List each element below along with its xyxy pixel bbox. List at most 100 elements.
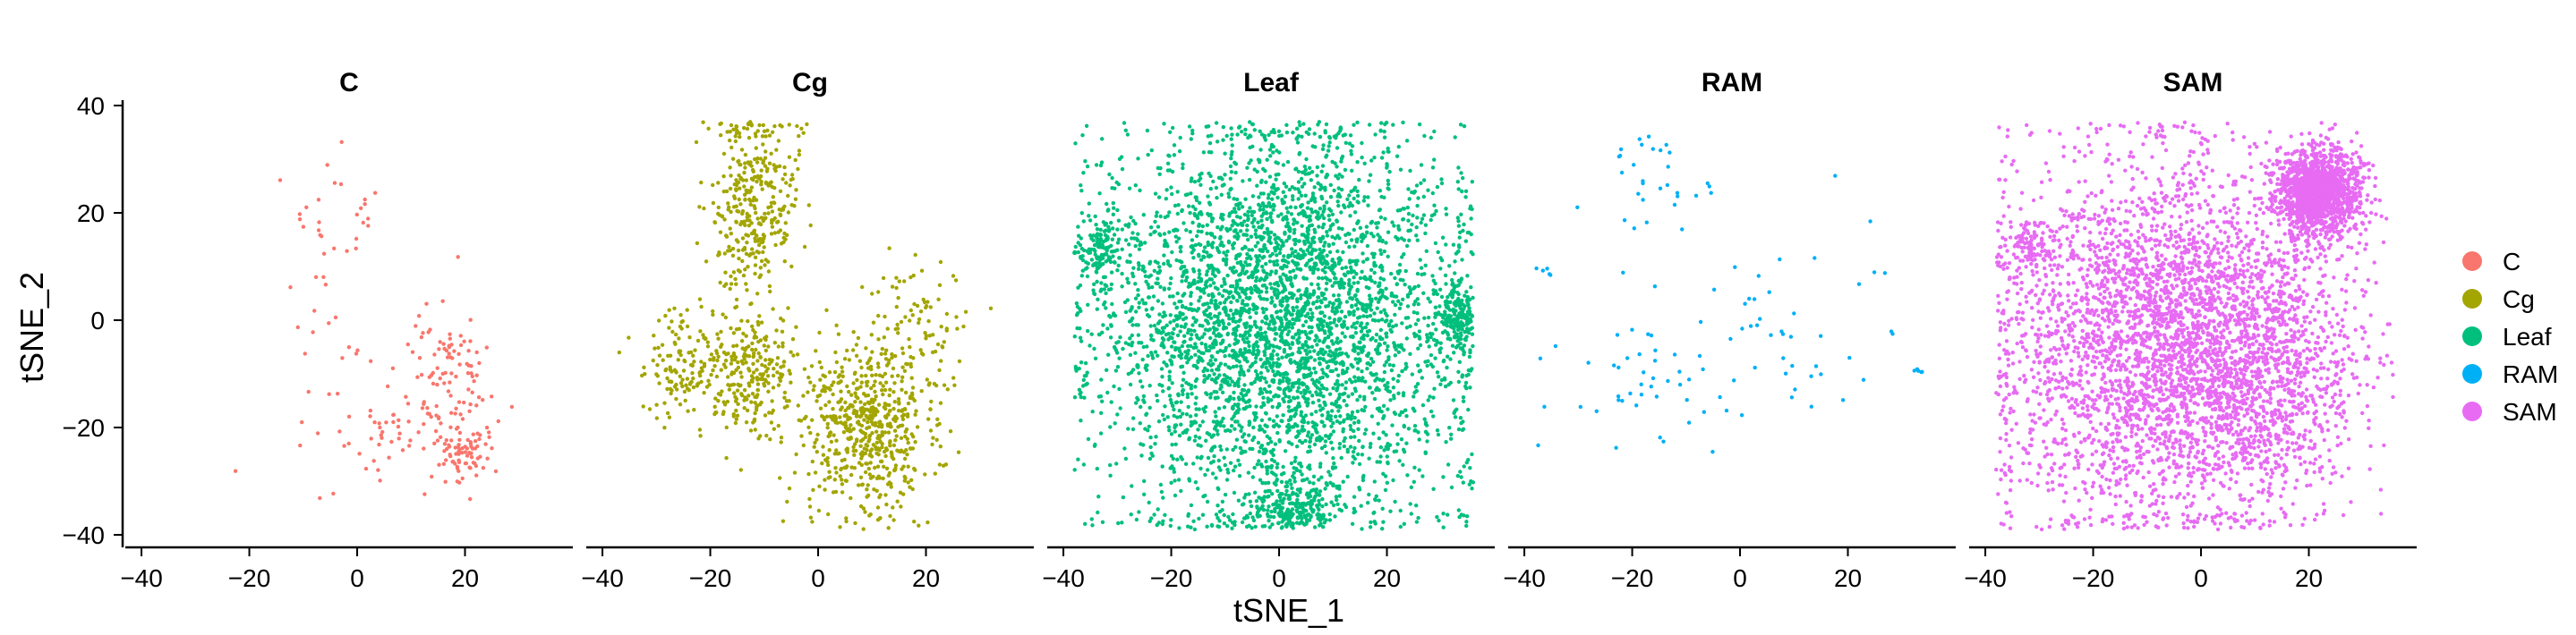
data-point — [755, 174, 760, 179]
data-point — [823, 402, 828, 408]
data-point — [1252, 418, 1258, 422]
data-point — [1341, 427, 1346, 431]
data-point — [1193, 402, 1198, 406]
data-point — [298, 443, 303, 448]
data-point — [1216, 458, 1222, 463]
data-point — [1238, 350, 1242, 354]
data-point — [923, 331, 927, 335]
data-point — [1247, 161, 1251, 165]
data-point — [1357, 438, 1361, 444]
data-point — [743, 152, 748, 157]
data-point — [1112, 344, 1117, 350]
data-point — [821, 444, 825, 449]
data-point — [1288, 205, 1293, 209]
data-point — [1382, 195, 1386, 199]
data-point — [436, 416, 441, 421]
data-point — [1190, 220, 1195, 225]
data-point — [444, 438, 448, 443]
data-point — [1081, 462, 1087, 467]
data-point — [1228, 176, 1233, 181]
data-point — [1208, 335, 1213, 341]
data-point — [856, 419, 861, 424]
data-point — [797, 418, 801, 422]
data-point — [1129, 318, 1133, 323]
data-point — [1328, 195, 1334, 199]
data-point — [1225, 428, 1231, 433]
data-point — [1254, 278, 1258, 284]
data-point — [1419, 220, 1423, 225]
data-point — [1318, 310, 1323, 316]
data-point — [849, 495, 853, 501]
data-point — [400, 448, 405, 453]
data-point — [303, 351, 307, 356]
data-point — [1463, 380, 1469, 385]
data-point — [1374, 372, 1378, 377]
data-point — [1443, 273, 1448, 278]
data-point — [1412, 334, 1418, 339]
data-point — [1372, 479, 1378, 484]
data-point — [1280, 243, 1284, 249]
data-point — [860, 405, 865, 411]
data-point — [1072, 468, 1077, 472]
data-point — [1237, 124, 1242, 129]
data-point — [1378, 215, 1384, 220]
data-point — [1173, 493, 1178, 498]
data-point — [1139, 379, 1143, 384]
data-point — [1210, 294, 1215, 299]
data-point — [1329, 424, 1334, 428]
data-point — [1355, 409, 1361, 414]
data-point — [1208, 461, 1214, 465]
data-point — [1426, 188, 1430, 192]
data-point — [1300, 233, 1304, 237]
data-point — [1215, 428, 1220, 433]
data-point — [468, 466, 473, 470]
data-point — [758, 174, 763, 179]
data-point — [861, 506, 866, 511]
data-point — [642, 365, 646, 369]
data-point — [940, 345, 945, 350]
data-point — [1312, 185, 1317, 190]
data-point — [859, 456, 864, 461]
data-point — [709, 372, 713, 377]
data-point — [864, 380, 869, 385]
data-point — [1450, 277, 1454, 283]
data-point — [770, 411, 774, 415]
data-point — [1237, 474, 1242, 478]
data-point — [824, 414, 830, 419]
data-point — [678, 313, 683, 318]
data-point — [651, 358, 655, 363]
data-point — [705, 340, 710, 344]
data-point — [858, 400, 863, 404]
data-point — [735, 413, 740, 418]
data-point — [898, 490, 903, 495]
data-point — [1386, 178, 1391, 183]
data-point — [844, 516, 849, 521]
data-point — [1104, 291, 1108, 296]
data-point — [866, 393, 871, 398]
data-point — [874, 373, 878, 377]
data-point — [1380, 378, 1385, 383]
data-point — [1296, 255, 1301, 259]
data-point — [911, 356, 916, 360]
data-point — [761, 250, 765, 255]
data-point — [1330, 446, 1335, 451]
data-point — [760, 240, 765, 244]
data-point — [761, 159, 766, 164]
data-point — [811, 487, 815, 492]
data-point — [1353, 379, 1358, 384]
data-point — [1316, 267, 1320, 272]
data-point — [890, 284, 895, 289]
data-point — [1462, 123, 1467, 129]
data-point — [1165, 214, 1170, 218]
data-point — [490, 446, 494, 451]
data-point — [1189, 386, 1194, 391]
data-point — [1386, 407, 1390, 411]
data-point — [1215, 318, 1221, 323]
data-point — [1325, 200, 1329, 205]
data-point — [1345, 354, 1351, 359]
data-point — [699, 180, 704, 185]
data-point — [1249, 134, 1253, 139]
data-point — [1130, 368, 1136, 372]
data-point — [496, 419, 500, 424]
data-point — [449, 411, 454, 415]
